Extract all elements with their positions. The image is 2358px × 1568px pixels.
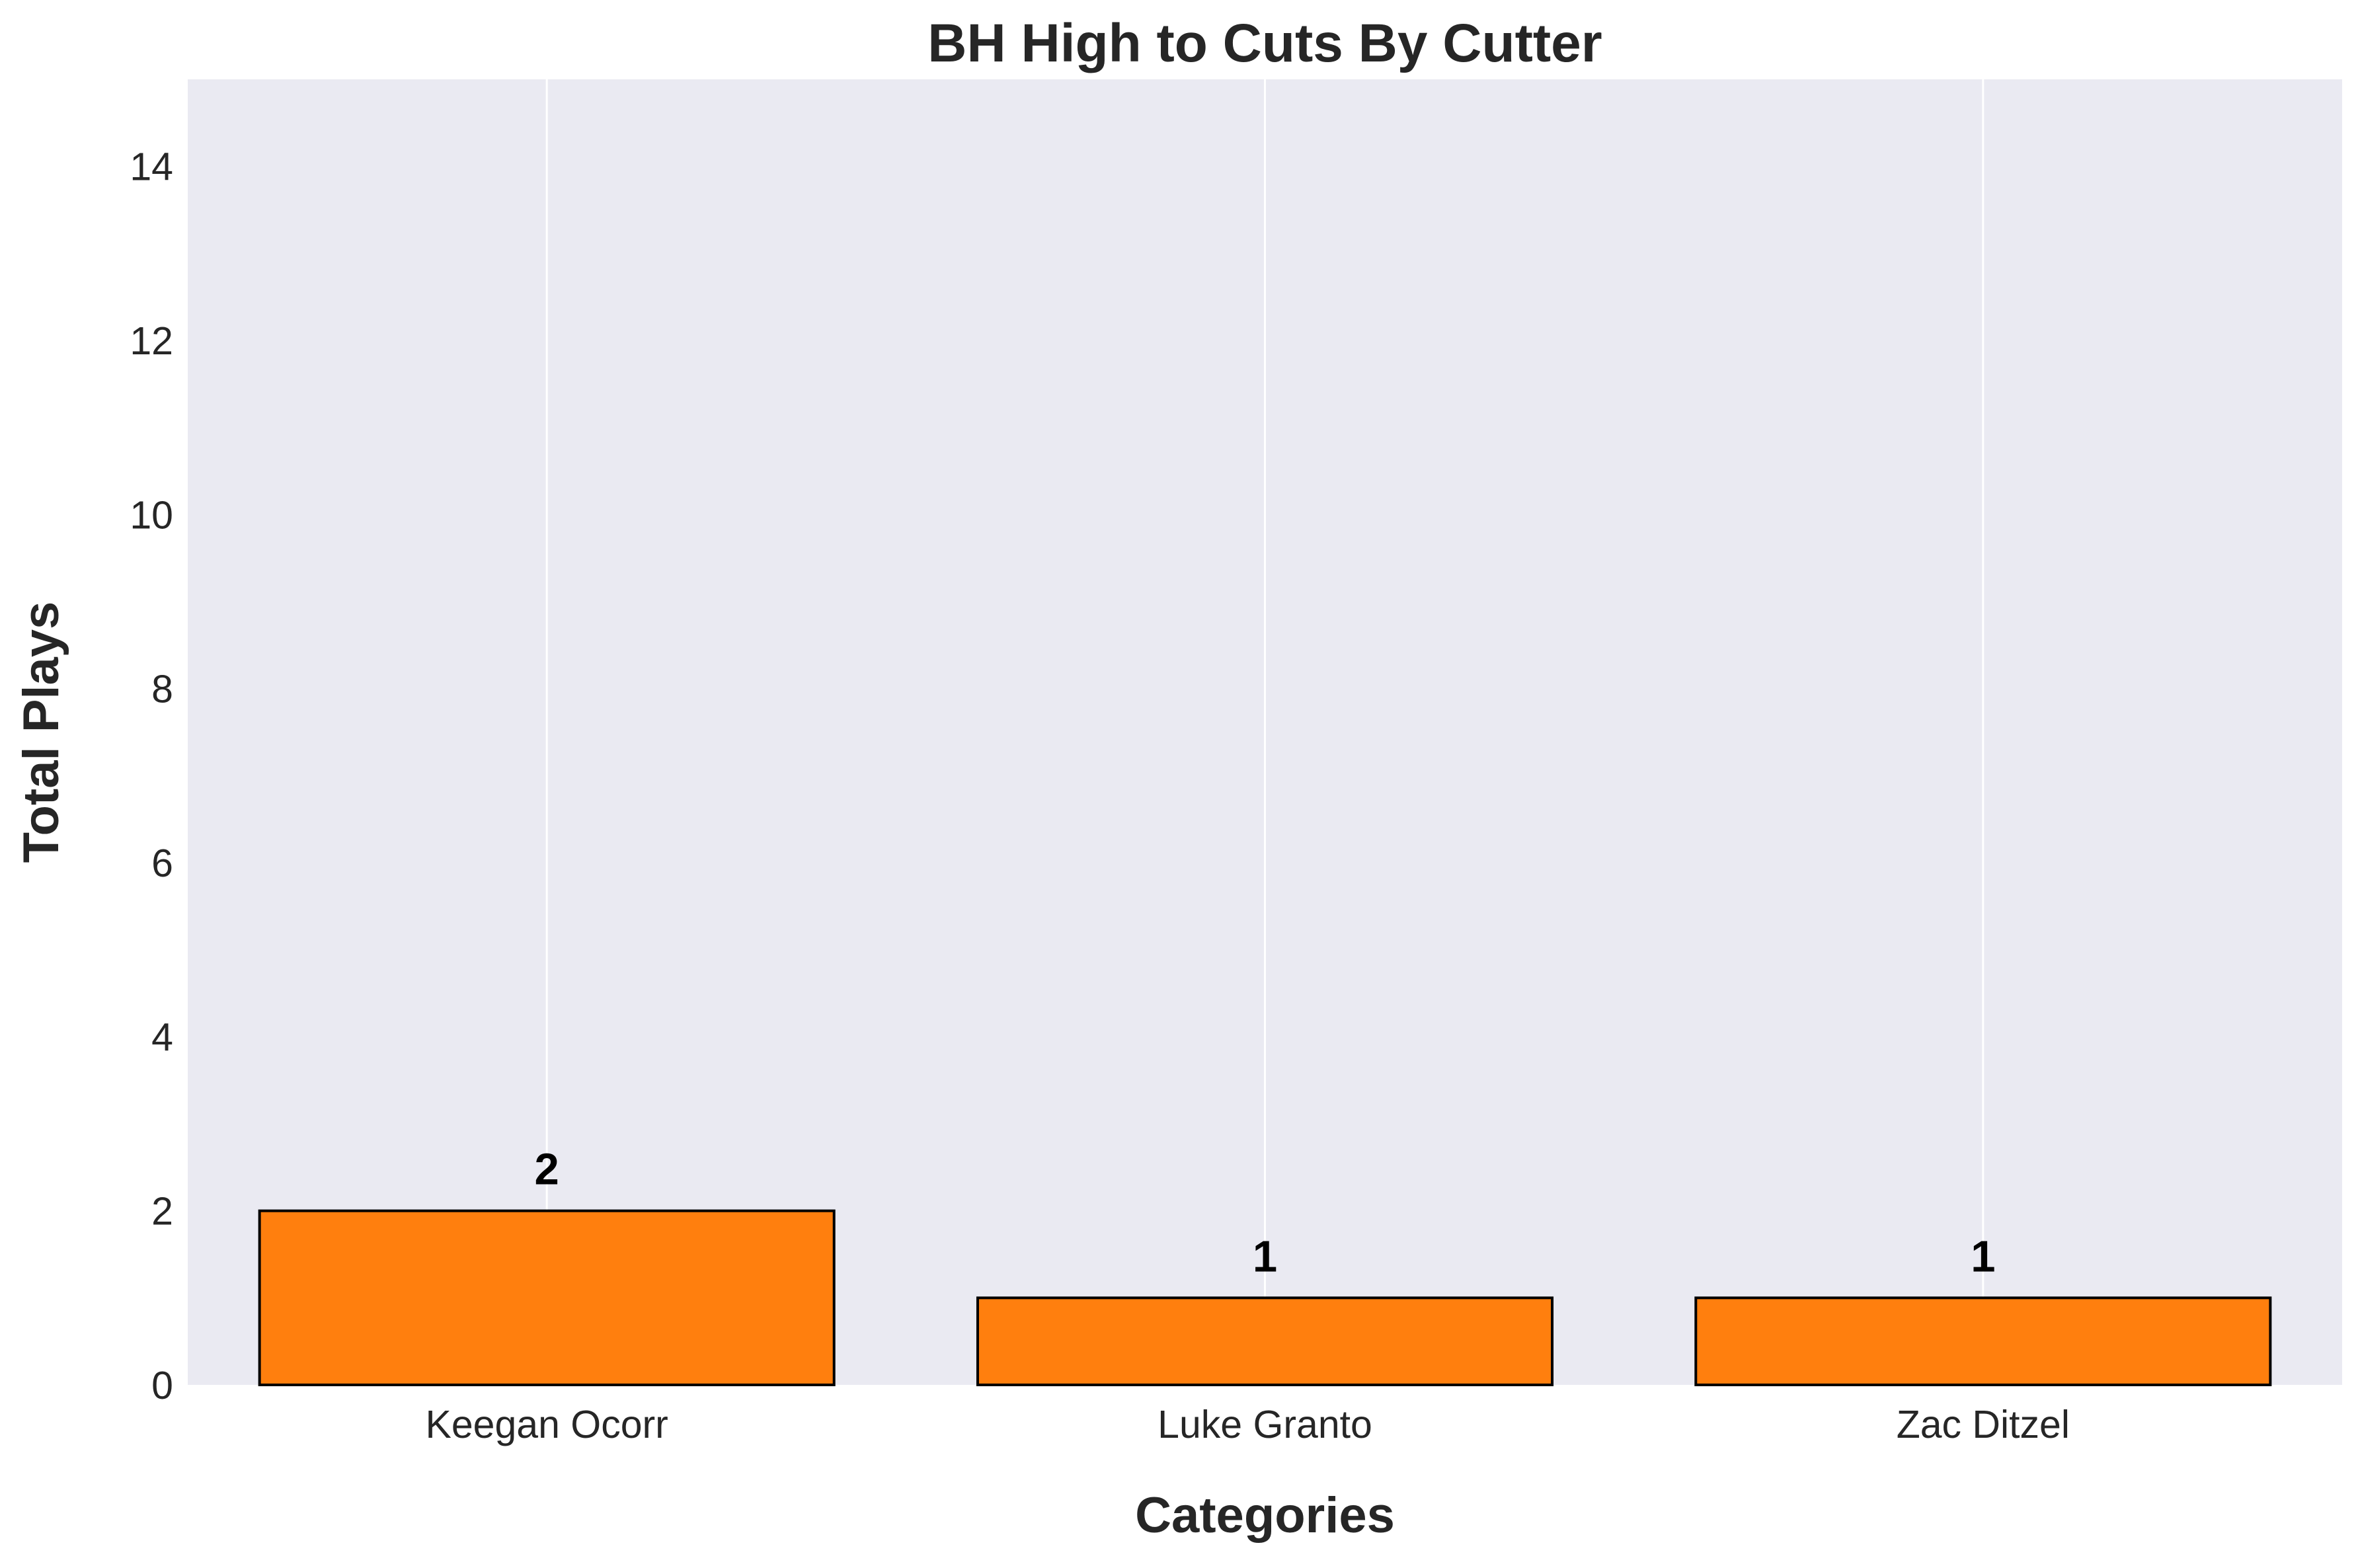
bar-value-label-2: 1	[1253, 1232, 1277, 1281]
bar-value-label-3: 1	[1971, 1232, 1995, 1281]
x-tick-label-1: Keegan Ocorr	[426, 1403, 668, 1446]
y-tick-label-0: 0	[151, 1364, 173, 1407]
x-axis-label: Categories	[1135, 1487, 1395, 1544]
bar-value-labels: 2 1 1	[535, 1145, 1996, 1282]
x-tick-label-3: Zac Ditzel	[1897, 1403, 2070, 1446]
bar-3	[1694, 1296, 2272, 1387]
y-tick-label-2: 2	[151, 1190, 173, 1234]
x-tick-label-2: Luke Granto	[1158, 1403, 1372, 1446]
y-tick-label-6: 6	[151, 842, 173, 885]
y-tick-label-10: 10	[130, 493, 173, 537]
y-axis-label: Total Plays	[13, 602, 69, 863]
chart-title: BH High to Cuts By Cutter	[927, 13, 1602, 73]
y-axis-ticks: 0 2 4 6 8 10 12 14	[130, 145, 173, 1407]
y-tick-label-12: 12	[130, 319, 173, 363]
bar-2	[976, 1296, 1554, 1387]
y-tick-label-4: 4	[151, 1015, 173, 1059]
x-axis-ticks: Keegan Ocorr Luke Granto Zac Ditzel	[426, 1403, 2070, 1446]
y-tick-label-14: 14	[130, 145, 173, 189]
bars	[258, 1209, 2272, 1387]
bar-value-label-1: 2	[535, 1145, 559, 1195]
grid-lines	[545, 79, 1985, 1385]
bar-1	[258, 1209, 836, 1386]
y-tick-label-8: 8	[151, 668, 173, 711]
